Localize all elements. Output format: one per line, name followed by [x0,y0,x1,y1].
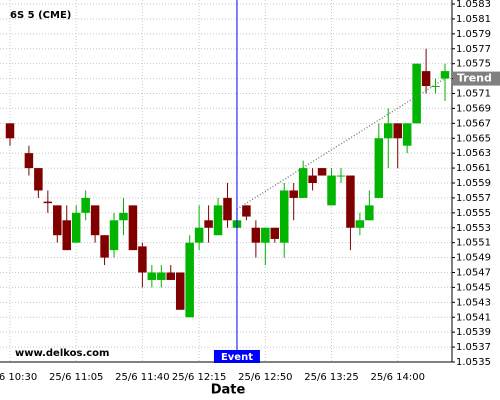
y-tick-label: 1.0581 [456,14,491,25]
candle-body [317,168,327,176]
candle-body [175,272,185,310]
candle-body [100,235,109,258]
candle-body [128,205,138,251]
y-tick-label: 1.0551 [456,238,491,249]
candle-body [421,71,431,87]
candle-body [43,201,53,204]
candle-body [138,246,147,273]
y-tick-label: 1.0563 [456,148,491,159]
y-tick-label: 1.0547 [456,268,491,279]
x-tick-label: 25/6 10:30 [0,372,37,383]
candle-body [147,272,157,280]
y-tick-label: 1.0583 [456,0,491,10]
x-tick-label: 25/6 14:00 [370,372,424,383]
candle-body [440,71,450,79]
x-tick-label: 25/6 12:50 [238,372,292,383]
y-tick-label: 1.0545 [456,282,491,293]
candle-body [166,272,176,280]
y-tick-label: 1.0553 [456,223,491,234]
candle-body [213,205,223,236]
y-tick-label: 1.0577 [456,44,491,55]
y-tick-label: 1.0571 [456,89,491,100]
candle-body [355,220,365,228]
candle-body [81,197,90,213]
plot-area [0,0,452,363]
candle-body [261,227,270,243]
candle-body [298,168,308,198]
candle-body [109,220,119,251]
candle-body [242,205,251,217]
trend-line [236,77,446,210]
y-tick-label: 1.0557 [456,193,491,204]
y-tick-label: 1.0567 [456,118,491,129]
trend-label-box [453,71,500,86]
candle-body [34,168,43,191]
candle-body [24,153,34,169]
watermark: www.delkos.com [15,348,109,359]
candle-body [365,205,374,221]
candle-body [412,63,421,124]
y-tick-label: 1.0541 [456,312,491,323]
x-tick-label: 25/6 13:25 [304,372,358,383]
event-label: Event [221,352,253,363]
y-tick-label: 1.0565 [456,133,491,144]
candle-body [431,86,440,88]
candle-body [53,205,62,236]
candle-body [5,123,15,139]
y-tick-label: 1.0539 [456,327,491,338]
candle-body [223,197,232,221]
y-tick-label: 1.0569 [456,103,491,114]
y-tick-label: 1.0559 [456,178,491,189]
chart-title: 6S 5 (CME) [10,10,71,21]
event-label-box [213,350,260,363]
candle-body [251,227,261,243]
candle-body [327,175,336,206]
x-tick-label: 25/6 11:05 [49,372,103,383]
candle-body [71,212,81,243]
y-tick-label: 1.0555 [456,208,491,219]
x-tick-label: 25/6 11:40 [115,372,169,383]
candle-body [336,175,346,177]
x-tick-label: 25/6 12:15 [172,372,226,383]
candle-body [204,220,213,228]
y-tick-label: 1.0561 [456,163,491,174]
candle-body [393,123,402,139]
candle-body [185,242,194,318]
candle-body [62,220,71,251]
y-tick-label: 1.0543 [456,297,491,308]
y-tick-label: 1.0537 [456,342,491,353]
y-tick-label: 1.0549 [456,253,491,264]
candle-body [157,272,166,280]
x-axis-label: Date [211,383,246,398]
trend-label: Trend [457,72,492,85]
candle-body [402,123,412,146]
candle-body [384,123,393,139]
y-tick-label: 1.0579 [456,29,491,40]
candle-body [289,190,298,198]
candle-body [119,212,128,221]
candle-body [90,205,100,236]
y-tick-label: 1.0535 [456,357,491,368]
candle-body [374,138,384,198]
y-tick-label: 1.0575 [456,59,491,70]
candle-body [308,175,317,183]
candle-body [270,227,280,239]
candle-body [346,175,355,228]
candle-body [194,227,204,243]
candle-body [279,190,289,243]
